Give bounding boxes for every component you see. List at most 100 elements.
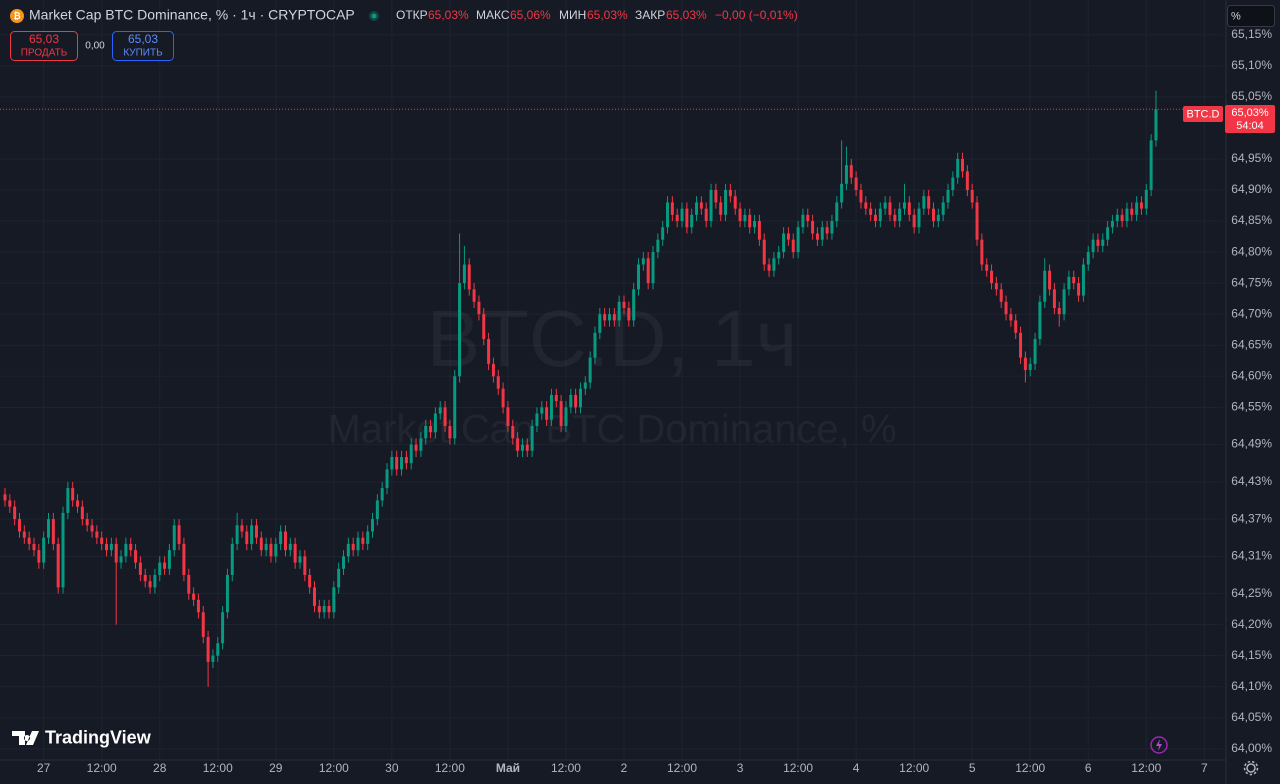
candle-body bbox=[196, 599, 200, 613]
candle-body bbox=[90, 525, 94, 532]
candle-body bbox=[119, 556, 123, 563]
candle-body bbox=[274, 543, 278, 557]
candle-body bbox=[496, 376, 500, 389]
candle-body bbox=[902, 202, 906, 209]
candle-body bbox=[477, 301, 481, 315]
candle-body bbox=[1023, 357, 1027, 371]
x-tick-label: 12:00 bbox=[319, 761, 349, 775]
candle-body bbox=[753, 221, 757, 228]
candle-body bbox=[269, 543, 273, 557]
candle-body bbox=[607, 314, 611, 321]
grid bbox=[0, 0, 1223, 760]
settings-icon[interactable] bbox=[1246, 763, 1256, 773]
candle-body bbox=[346, 543, 350, 557]
scale-button-label: % bbox=[1231, 10, 1241, 22]
ohlc-value: 65,03% bbox=[428, 8, 469, 22]
candle-body bbox=[47, 519, 51, 538]
candle-body bbox=[3, 494, 7, 501]
candle-body bbox=[1144, 190, 1148, 209]
candle-body bbox=[646, 258, 650, 284]
ohlc-value: 65,03% bbox=[587, 8, 628, 22]
candle-body bbox=[743, 214, 747, 222]
candle-body bbox=[888, 202, 892, 215]
candle-body bbox=[1154, 109, 1158, 141]
candle-body bbox=[8, 500, 12, 507]
candle-body bbox=[487, 339, 491, 364]
candle-body bbox=[414, 444, 418, 451]
candle-body bbox=[1086, 252, 1090, 265]
candle-body bbox=[172, 525, 176, 551]
sell-button[interactable] bbox=[10, 31, 78, 61]
candle-body bbox=[245, 531, 249, 544]
candle-body bbox=[71, 488, 75, 501]
candle-body bbox=[462, 264, 466, 284]
candle-body bbox=[898, 208, 902, 222]
candle-body bbox=[603, 314, 607, 321]
candle-body bbox=[932, 208, 936, 222]
candle-body bbox=[221, 612, 225, 644]
candle-body bbox=[182, 543, 186, 575]
candle-body bbox=[143, 574, 147, 582]
candle-body bbox=[578, 388, 582, 408]
x-tick-label: 3 bbox=[737, 761, 744, 775]
sell-price: 65,03 bbox=[29, 32, 59, 46]
candle-body bbox=[380, 488, 384, 501]
candle-body bbox=[695, 202, 699, 215]
candle-body bbox=[1101, 239, 1105, 246]
candle-body bbox=[535, 413, 539, 426]
candle-body bbox=[554, 394, 558, 402]
candle-body bbox=[569, 394, 573, 408]
candle-body bbox=[699, 202, 703, 209]
y-tick-label: 64,15% bbox=[1231, 648, 1272, 662]
ohlc-label: МАКС bbox=[476, 8, 510, 22]
scale-button[interactable] bbox=[1227, 5, 1275, 27]
candle-body bbox=[501, 388, 505, 408]
candle-body bbox=[666, 202, 670, 228]
x-tick-label: 12:00 bbox=[1015, 761, 1045, 775]
price-tag-price: 65,03% bbox=[1231, 107, 1269, 119]
candle-body bbox=[66, 488, 70, 513]
y-tick-label: 64,70% bbox=[1231, 306, 1272, 320]
ohlc-label: МИН bbox=[559, 8, 586, 22]
ohlc-change: −0,00 (−0,01%) bbox=[715, 8, 798, 22]
settings-icon-teeth bbox=[1243, 760, 1259, 776]
candle-body bbox=[922, 196, 926, 209]
spread: 0,00 bbox=[85, 41, 105, 52]
candle-body bbox=[811, 221, 815, 234]
candle-body bbox=[192, 593, 196, 600]
x-tick-label: 2 bbox=[621, 761, 628, 775]
candle-body bbox=[1048, 270, 1052, 290]
candle-body bbox=[187, 574, 191, 594]
watermark-name: Market Cap BTC Dominance, % bbox=[327, 408, 896, 452]
symbol-title[interactable]: Market Cap BTC Dominance, % · 1ч · CRYPT… bbox=[29, 7, 355, 23]
x-tick-label: 12:00 bbox=[783, 761, 813, 775]
candle-body bbox=[651, 252, 655, 284]
buy-button[interactable] bbox=[112, 31, 174, 61]
candle-body bbox=[907, 202, 911, 215]
x-tick-label: 28 bbox=[153, 761, 167, 775]
candle-body bbox=[138, 562, 142, 575]
candle-body bbox=[424, 425, 428, 439]
candle-body bbox=[859, 190, 863, 203]
candle-body bbox=[970, 190, 974, 203]
candle-body bbox=[317, 606, 321, 613]
candle-body bbox=[864, 202, 868, 209]
candle-body bbox=[670, 202, 674, 215]
candle-body bbox=[849, 165, 853, 178]
x-tick-label: 27 bbox=[37, 761, 51, 775]
candle-body bbox=[201, 612, 205, 638]
x-tick-label: 12:00 bbox=[1131, 761, 1161, 775]
candle-body bbox=[80, 506, 84, 520]
y-tick-label: 64,43% bbox=[1231, 474, 1272, 488]
candle-body bbox=[893, 214, 897, 222]
candle-body bbox=[990, 270, 994, 284]
candle-body bbox=[283, 531, 287, 551]
candle-body bbox=[250, 525, 254, 544]
candle-body bbox=[777, 252, 781, 259]
candle-body bbox=[728, 190, 732, 197]
candles bbox=[0, 90, 1223, 687]
brand-name[interactable]: TradingView bbox=[45, 727, 152, 747]
candle-body bbox=[129, 543, 133, 551]
alert-icon[interactable] bbox=[1150, 736, 1168, 754]
